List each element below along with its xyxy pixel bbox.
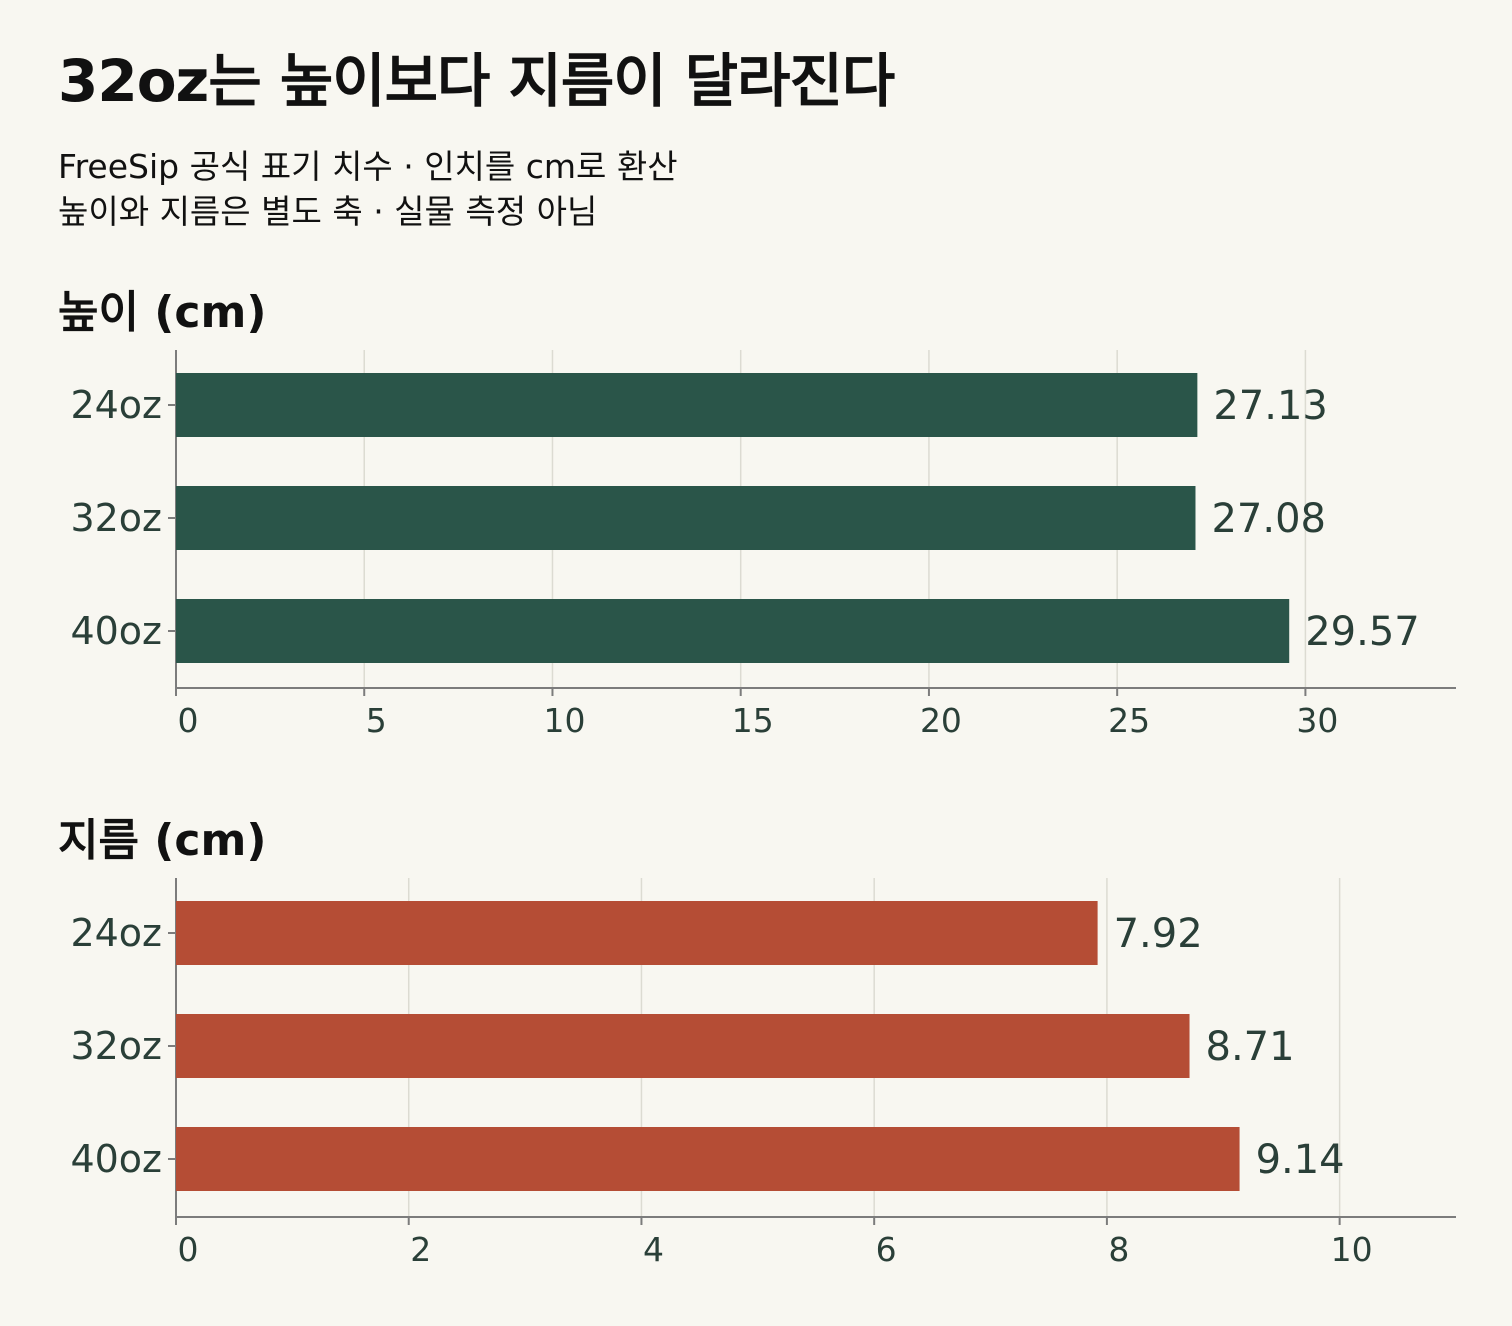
- page-title: 32oz는 높이보다 지름이 달라진다: [58, 47, 895, 115]
- bar: [176, 373, 1198, 437]
- x-tick-label: 10: [1331, 1230, 1373, 1269]
- category-label: 24oz: [70, 911, 162, 955]
- category-label: 32oz: [70, 1024, 162, 1068]
- x-tick-label: 15: [732, 701, 774, 740]
- subtitle-line-1: FreeSip 공식 표기 치수 · 인치를 cm로 환산: [58, 147, 678, 186]
- data-label: 29.57: [1305, 609, 1420, 655]
- category-label: 24oz: [70, 383, 162, 427]
- x-tick-label: 8: [1108, 1230, 1129, 1269]
- bar: [176, 1127, 1240, 1191]
- x-tick-label: 0: [178, 1230, 199, 1269]
- bar: [176, 1014, 1190, 1078]
- category-label: 40oz: [70, 609, 162, 653]
- panel-title: 지름 (cm): [58, 815, 266, 866]
- category-label: 32oz: [70, 496, 162, 540]
- data-label: 7.92: [1114, 911, 1203, 957]
- data-label: 8.71: [1206, 1024, 1295, 1070]
- x-tick-label: 20: [920, 701, 962, 740]
- category-label: 40oz: [70, 1137, 162, 1181]
- subtitle-line-2: 높이와 지름은 별도 축 · 실물 측정 아님: [58, 192, 598, 231]
- data-label: 27.13: [1213, 383, 1328, 429]
- panel-title: 높이 (cm): [58, 287, 266, 338]
- data-label: 27.08: [1211, 496, 1326, 542]
- x-tick-label: 30: [1296, 701, 1338, 740]
- data-label: 9.14: [1256, 1137, 1345, 1183]
- x-tick-label: 0: [178, 701, 199, 740]
- bar: [176, 486, 1196, 550]
- x-tick-label: 25: [1108, 701, 1150, 740]
- x-tick-label: 6: [876, 1230, 897, 1269]
- x-tick-label: 2: [410, 1230, 431, 1269]
- subtitle: FreeSip 공식 표기 치수 · 인치를 cm로 환산 높이와 지름은 별도…: [58, 144, 678, 234]
- x-tick-label: 5: [366, 701, 387, 740]
- bar: [176, 901, 1098, 965]
- x-tick-label: 4: [643, 1230, 664, 1269]
- x-tick-label: 10: [543, 701, 585, 740]
- bar: [176, 599, 1290, 663]
